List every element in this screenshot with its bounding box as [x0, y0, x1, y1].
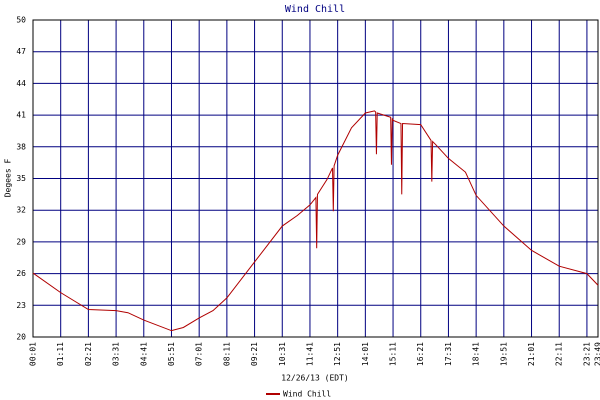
y-tick-label: 47 [16, 47, 26, 56]
x-tick-label: 14:01 [361, 342, 370, 366]
x-tick-label: 15:11 [389, 342, 398, 366]
plot-frame [32, 19, 599, 338]
x-tick-label: 02:21 [84, 342, 93, 366]
y-tick-label: 32 [16, 206, 26, 215]
y-tick-label: 35 [16, 174, 26, 183]
x-tick-label: 03:31 [112, 342, 121, 366]
x-tick-label: 22:11 [555, 342, 564, 366]
y-tick-label: 50 [16, 16, 26, 25]
y-tick-label: 41 [16, 111, 26, 120]
x-tick-label: 19:51 [499, 342, 508, 366]
x-tick-label: 12:51 [333, 342, 342, 366]
x-axis-label: 12/26/13 (EDT) [281, 374, 348, 383]
x-tick-label: 16:21 [416, 342, 425, 366]
y-tick-label: 20 [16, 333, 26, 342]
data-line [32, 110, 599, 332]
x-tick-label: 10:31 [278, 342, 287, 366]
x-tick-label: 09:21 [250, 342, 259, 366]
x-tick-label: 23:49 [594, 342, 600, 366]
x-tick-label: 01:11 [56, 342, 65, 366]
chart-title: Wind Chill [285, 4, 345, 15]
x-tick-label: 08:11 [222, 342, 231, 366]
x-tick-label: 11:41 [305, 342, 314, 366]
x-tick-label: 23:21 [582, 342, 591, 366]
x-tick-label: 18:41 [472, 342, 481, 366]
x-tick-label: 00:01 [29, 342, 38, 366]
y-tick-label: 44 [16, 79, 26, 88]
x-tick-label: 17:31 [444, 342, 453, 366]
x-tick-label: 05:51 [167, 342, 176, 366]
y-tick-label: 29 [16, 237, 26, 246]
x-tick-label: 04:41 [139, 342, 148, 366]
y-tick-label: 26 [16, 269, 26, 278]
y-tick-label: 38 [16, 142, 26, 151]
x-tick-label: 07:01 [195, 342, 204, 366]
legend-label: Wind Chill [283, 390, 331, 399]
x-tick-label: 21:01 [527, 342, 536, 366]
y-tick-label: 23 [16, 301, 26, 310]
y-axis-label: Degees F [4, 159, 13, 198]
